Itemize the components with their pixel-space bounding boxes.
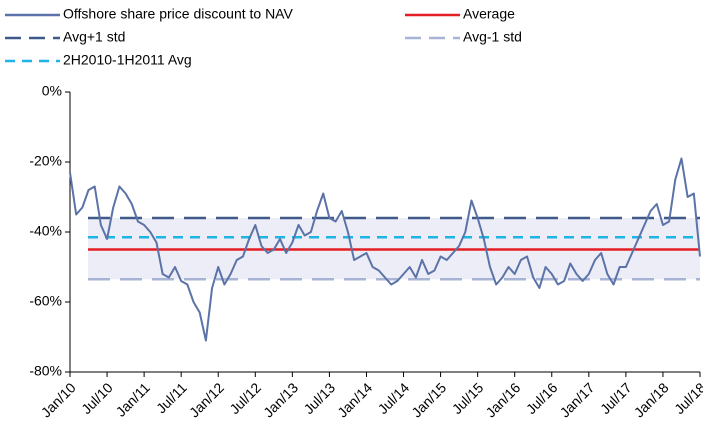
x-tick-label: Jul/13 xyxy=(300,379,338,417)
x-tick-label: Jan/14 xyxy=(334,379,375,420)
x-tick-label: Jan/17 xyxy=(557,379,598,420)
legend-label: Avg+1 std xyxy=(63,29,125,45)
x-tick-label: Jan/16 xyxy=(482,379,523,420)
data-line xyxy=(69,157,701,342)
y-tick-label: 0% xyxy=(42,83,62,99)
legend-label: Avg-1 std xyxy=(463,29,522,45)
x-tick-label: Jan/18 xyxy=(631,379,672,420)
y-tick-label: -20% xyxy=(29,153,62,169)
x-tick-label: Jul/14 xyxy=(375,379,413,417)
x-tick-label: Jul/10 xyxy=(78,379,116,417)
y-tick-label: -60% xyxy=(29,293,62,309)
x-tick-label: Jan/10 xyxy=(38,379,79,420)
y-tick-label: -40% xyxy=(29,223,62,239)
legend-label: Offshore share price discount to NAV xyxy=(63,6,293,22)
x-tick-label: Jul/15 xyxy=(449,379,487,417)
legend-label: Average xyxy=(463,6,515,22)
y-tick-label: -80% xyxy=(29,363,62,379)
x-tick-label: Jul/18 xyxy=(671,379,703,417)
x-tick-label: Jan/12 xyxy=(186,379,227,420)
x-tick-label: Jan/11 xyxy=(113,379,153,419)
x-tick-label: Jan/13 xyxy=(260,379,301,420)
x-tick-label: Jul/17 xyxy=(597,379,635,417)
x-tick-label: Jul/12 xyxy=(226,379,264,417)
x-tick-label: Jul/16 xyxy=(523,379,561,417)
x-tick-label: Jul/11 xyxy=(153,379,190,416)
x-tick-label: Jan/15 xyxy=(408,379,449,420)
legend-label: 2H2010-1H2011 Avg xyxy=(63,52,192,68)
